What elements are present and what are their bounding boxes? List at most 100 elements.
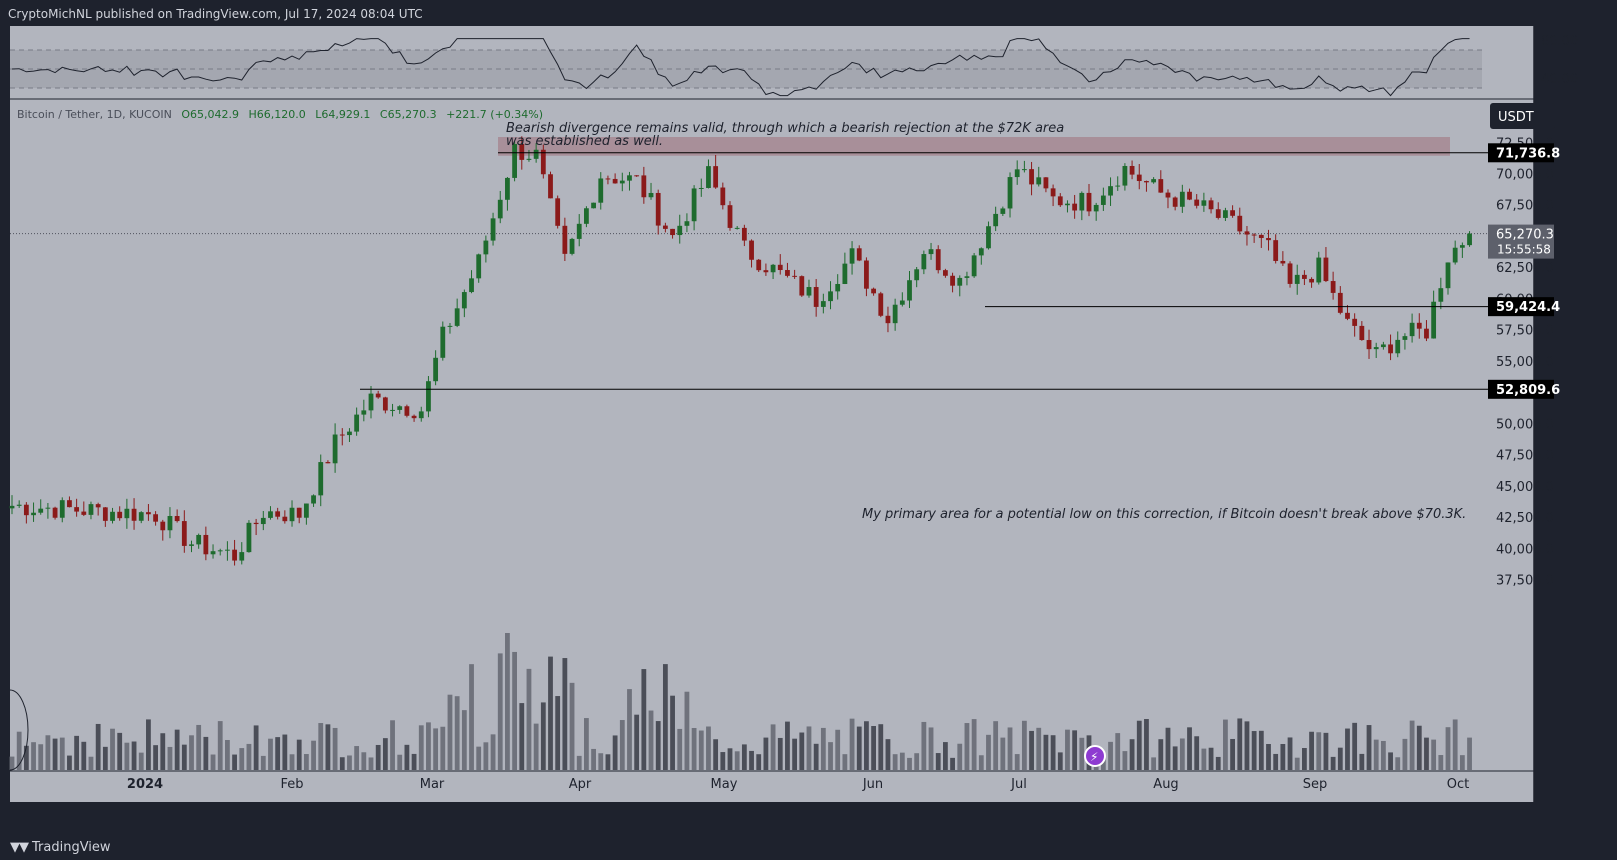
volume-bar [1345,728,1350,770]
resistance-price-text: 71,736.8 [1496,146,1560,161]
candle-body [605,178,611,180]
candle-body [1323,257,1329,282]
candle-body [217,550,223,552]
volume-bar [892,754,898,770]
volume-bar [260,755,266,770]
volume-bar [95,723,101,770]
volume-bar [174,729,180,770]
volume-bar [476,746,482,770]
volume-bar [469,664,474,770]
price-tick-3: 67,500.0 [1496,199,1554,214]
volume-bar [964,723,970,770]
volume-bar [1122,751,1128,770]
candle-body [892,304,898,324]
volume-bars [9,632,1472,770]
candle-body [835,283,841,292]
volume-bar [1179,738,1185,770]
candle-body [785,270,790,276]
time-axis[interactable]: 2024 Feb Mar Apr May Jun Jul Aug Sep Oct [127,777,1469,792]
price-tick-12: 40,000.0 [1496,542,1554,557]
candle-body [957,277,963,286]
trading-chart[interactable]: 80.00 40.00 Bitcoin / Tether, 1D, KUCOIN… [0,26,1617,833]
publisher-line: CryptoMichNL published on TradingView.co… [8,7,423,21]
volume-bar [124,742,130,770]
volume-bar [820,727,826,770]
volume-bar [1021,720,1027,770]
volume-bar [404,744,410,770]
candle-body [971,255,977,277]
volume-bar [569,682,575,770]
volume-bar [1201,748,1207,770]
candle-body [1302,274,1307,279]
candle-body [397,406,403,410]
candle-body [562,225,568,254]
candle-body [734,227,740,229]
volume-bar [584,718,589,770]
candle-body [1036,177,1042,185]
volume-bar [978,755,984,770]
volume-bar [9,756,15,770]
candle-body [921,254,927,270]
candle-body [1144,181,1149,183]
volume-bar [1237,718,1243,770]
volume-bar [1438,755,1444,770]
candle-body [1366,340,1372,350]
candle-body [1316,257,1322,283]
volume-bar [799,732,805,770]
candle-body [210,551,216,555]
price-axis[interactable]: 75,000.072,500.070,000.067,500.062,500.0… [1496,105,1554,589]
candle-body [454,308,460,326]
volume-bar [1424,737,1429,770]
candle-body [282,516,288,522]
volume-bar [684,691,690,770]
volume-bar [813,743,819,770]
candle-body [426,381,431,412]
candle-body [677,225,683,236]
time-tick-mar: Mar [420,777,445,792]
candle-body [1251,234,1257,236]
candle-body [1337,292,1343,313]
volume-bar [914,753,920,770]
candle-body [634,175,640,177]
volume-bar [612,735,618,770]
volume-bar [347,755,352,770]
lightning-icon[interactable] [1084,745,1106,767]
volume-bar [1057,752,1063,770]
volume-bar [232,754,237,770]
volume-bar [763,737,769,770]
volume-bar [1337,747,1343,770]
volume-bar [562,658,568,770]
volume-bar [1416,725,1422,770]
annotation-bottom: My primary area for a potential low on t… [862,507,1466,522]
candle-body [899,300,905,305]
volume-bar [225,740,230,770]
candle-body [548,174,553,199]
volume-bar [239,748,245,770]
candle-body [1467,233,1472,246]
volume-bar [1151,757,1157,770]
volume-bar [540,702,546,770]
volume-bar [153,745,158,770]
resistance-zone[interactable] [498,137,1450,156]
volume-bar [777,737,783,770]
volume-bar [770,724,776,770]
candle-body [533,149,539,159]
current-price-text: 65,270.3 [1496,228,1554,243]
volume-bar [713,739,719,770]
volume-bar [339,757,345,770]
volume-bar [275,737,281,770]
candle-body [1208,200,1214,210]
volume-bar [706,726,711,770]
volume-bar [1352,722,1358,770]
volume-bar [971,719,977,770]
volume-bar [526,668,532,770]
candle-body [576,223,582,239]
volume-bar [361,752,367,770]
mid-support-price-text: 59,424.4 [1496,300,1560,315]
candle-body [842,263,848,284]
tradingview-logo[interactable]: ▼▼ TradingView [10,840,111,855]
candle-body [1115,185,1121,187]
candle-body [203,534,209,555]
currency-badge[interactable] [1490,103,1555,129]
candle-body [9,505,15,509]
